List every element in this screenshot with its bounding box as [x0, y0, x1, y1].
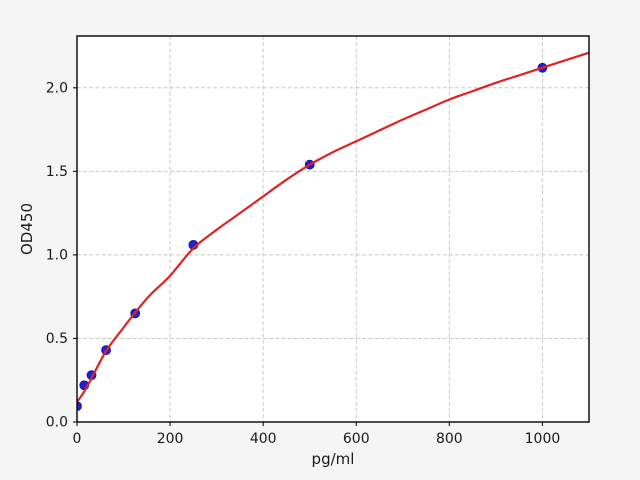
tick-marks [73, 87, 544, 426]
y-tick-label: 1.5 [46, 164, 68, 180]
y-axis-label: OD450 [18, 203, 36, 255]
x-axis-label: pg/ml [311, 450, 355, 468]
plot-border [76, 35, 590, 423]
plot-background [77, 36, 589, 422]
data-point [77, 401, 82, 412]
x-tick-label: 800 [436, 431, 463, 447]
x-tick-label: 200 [157, 431, 184, 447]
y-tick-label: 0.0 [46, 415, 68, 431]
y-tick-label: 2.0 [46, 80, 68, 96]
x-tick-label: 600 [343, 431, 370, 447]
y-tick-label: 1.0 [46, 247, 68, 263]
x-tick-label: 1000 [525, 431, 561, 447]
x-tick-label: 0 [73, 431, 82, 447]
y-tick-label: 0.5 [46, 331, 68, 347]
fit-curve [77, 51, 589, 403]
tick-labels: 0 200 400 600 800 1000 0.0 0.5 1.0 1.5 2.0 [46, 80, 561, 447]
x-tick-label: 400 [250, 431, 277, 447]
